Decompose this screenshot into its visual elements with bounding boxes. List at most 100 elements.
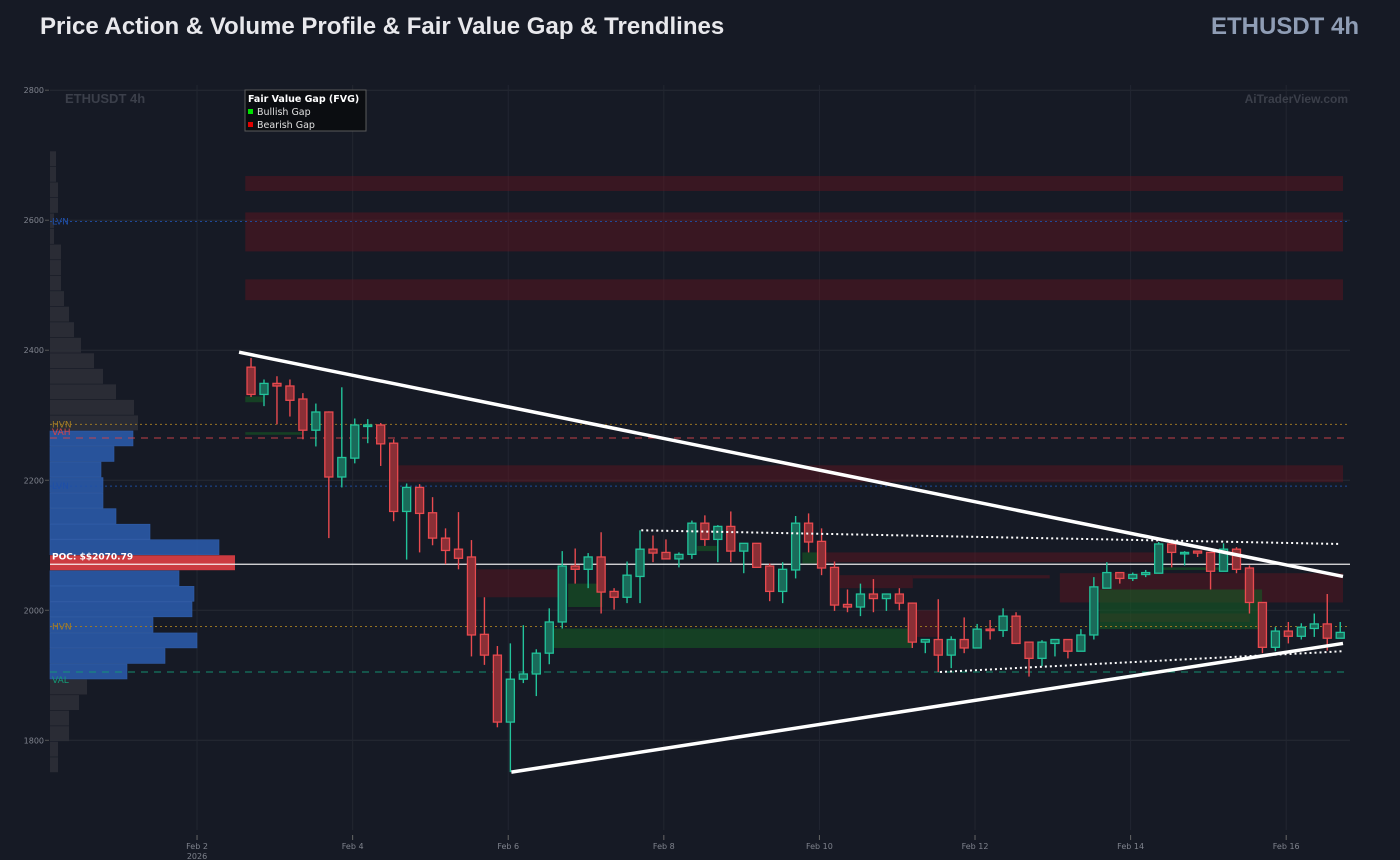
volume-profile-bar xyxy=(50,244,61,260)
level-label: VAH xyxy=(52,428,71,438)
bearish-candle xyxy=(907,602,917,648)
bearish-fvg-zone xyxy=(477,569,561,598)
candle-body xyxy=(920,638,930,643)
watermark-symbol: ETHUSDT 4h xyxy=(65,91,145,106)
candle-body xyxy=(350,424,360,459)
bearish-candle xyxy=(959,617,969,654)
candle-body xyxy=(453,548,464,559)
bearish-fvg-zone xyxy=(245,212,1343,252)
y-tick-label: 2400 xyxy=(24,346,44,355)
bearish-candle xyxy=(985,620,995,640)
candle-body xyxy=(907,602,917,643)
bullish-candle xyxy=(946,636,956,669)
volume-profile-bar xyxy=(49,663,128,680)
candle-body xyxy=(1218,548,1229,572)
candle-body xyxy=(661,551,671,560)
volume-profile-bar xyxy=(49,446,115,462)
bullish-candle xyxy=(401,483,412,560)
bearish-candle xyxy=(453,512,464,570)
candle-body xyxy=(505,678,516,723)
upper-channel xyxy=(641,529,1340,545)
candle-body xyxy=(713,525,723,541)
candle-body xyxy=(1296,626,1306,637)
volume-profile-bar xyxy=(49,523,151,540)
candle-body xyxy=(1322,623,1332,639)
legend-bearish-swatch xyxy=(248,122,253,127)
volume-profile-bar xyxy=(50,337,81,353)
bullish-candle xyxy=(1270,627,1281,652)
bearish-candle xyxy=(1024,641,1034,677)
bullish-candle xyxy=(1179,551,1190,566)
candle-body xyxy=(1063,638,1073,652)
bearish-candle xyxy=(752,542,762,569)
candle-body xyxy=(946,638,956,656)
level-label: LVN xyxy=(52,218,69,228)
volume-profile-bar xyxy=(50,291,64,307)
volume-profile-bar xyxy=(49,492,104,509)
bullish-candle xyxy=(259,379,269,407)
bearish-fvg-zone xyxy=(912,575,1050,579)
bullish-candle xyxy=(350,418,360,464)
bearish-fvg-zone xyxy=(912,610,941,637)
bullish-candle xyxy=(920,638,930,654)
candle-body xyxy=(388,442,399,513)
candle-body xyxy=(363,424,373,428)
candle-body xyxy=(544,621,554,654)
candle-body xyxy=(881,593,892,600)
bearish-candle xyxy=(1011,612,1021,645)
volume-profile-bar xyxy=(50,151,56,167)
bullish-candle xyxy=(1335,621,1345,639)
candle-body xyxy=(842,603,853,608)
candle-body xyxy=(1024,641,1034,660)
bearish-fvg-zone xyxy=(245,279,1343,301)
bearish-candle xyxy=(1322,594,1332,651)
bearish-candle xyxy=(272,376,282,425)
bullish-candle xyxy=(557,551,567,629)
volume-profile-bar xyxy=(50,679,87,695)
candle-body xyxy=(531,652,541,675)
candle-body xyxy=(1205,551,1216,572)
bullish-fvg-zone xyxy=(568,583,603,608)
candle-body xyxy=(998,615,1008,632)
bullish-candle xyxy=(531,649,541,697)
candles xyxy=(246,358,1345,773)
upper-trendline xyxy=(238,350,1344,579)
bullish-candle xyxy=(311,403,321,447)
candle-body xyxy=(1050,638,1060,645)
volume-profile-bar xyxy=(50,353,94,369)
bearish-candle xyxy=(1115,571,1125,584)
bearish-candle xyxy=(414,484,425,553)
bullish-candle xyxy=(544,608,554,665)
bullish-candle xyxy=(687,520,697,559)
bullish-fvg-zone xyxy=(553,628,913,648)
bearish-candle xyxy=(1283,621,1294,644)
bullish-candle xyxy=(363,419,373,444)
candle-body xyxy=(259,382,269,396)
bearish-candle xyxy=(816,528,827,576)
bullish-candle xyxy=(1309,613,1319,637)
candle-body xyxy=(726,525,736,552)
bearish-candle xyxy=(1231,547,1242,574)
volume-profile-bar xyxy=(50,228,54,244)
candle-body xyxy=(285,385,295,401)
bearish-candle xyxy=(933,599,943,673)
bullish-candle xyxy=(1076,629,1086,652)
candle-body xyxy=(985,628,995,632)
bearish-candle xyxy=(298,393,308,440)
legend-title: Fair Value Gap (FVG) xyxy=(248,94,359,105)
bearish-candle xyxy=(842,589,853,613)
bullish-candle xyxy=(674,552,684,568)
bullish-candle xyxy=(518,625,528,684)
candle-body xyxy=(246,366,256,396)
candle-body xyxy=(1244,567,1255,604)
candle-body xyxy=(570,565,580,570)
bearish-candle xyxy=(700,515,710,546)
candle-body xyxy=(1309,623,1319,630)
bullish-fvg-zone xyxy=(1163,567,1221,570)
y-tick-label: 2200 xyxy=(24,476,44,485)
volume-profile-bar xyxy=(49,461,102,478)
candle-body xyxy=(324,411,334,478)
volume-profile-bar xyxy=(50,368,103,384)
candle-body xyxy=(1257,601,1268,648)
